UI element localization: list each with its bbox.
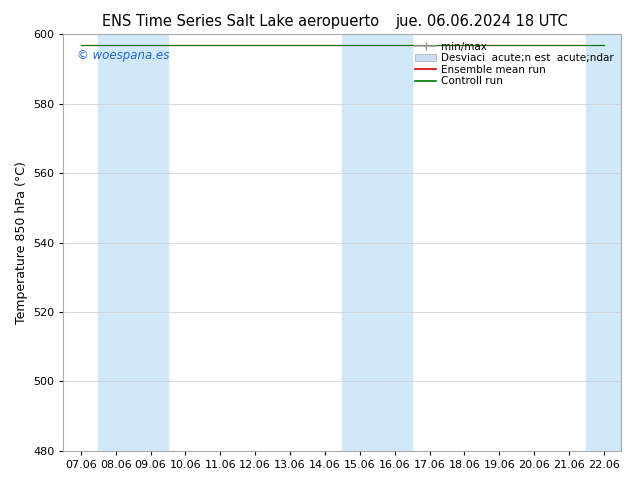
Legend: min/max, Desviaci  acute;n est  acute;ndar, Ensemble mean run, Controll run: min/max, Desviaci acute;n est acute;ndar… [413, 40, 616, 88]
Text: ENS Time Series Salt Lake aeropuerto: ENS Time Series Salt Lake aeropuerto [102, 14, 380, 29]
Text: jue. 06.06.2024 18 UTC: jue. 06.06.2024 18 UTC [396, 14, 568, 29]
Bar [342, 34, 412, 451]
Bar [98, 34, 168, 451]
Text: © woespana.es: © woespana.es [77, 49, 170, 62]
Y-axis label: Temperature 850 hPa (°C): Temperature 850 hPa (°C) [15, 161, 27, 324]
Bar [586, 34, 621, 451]
